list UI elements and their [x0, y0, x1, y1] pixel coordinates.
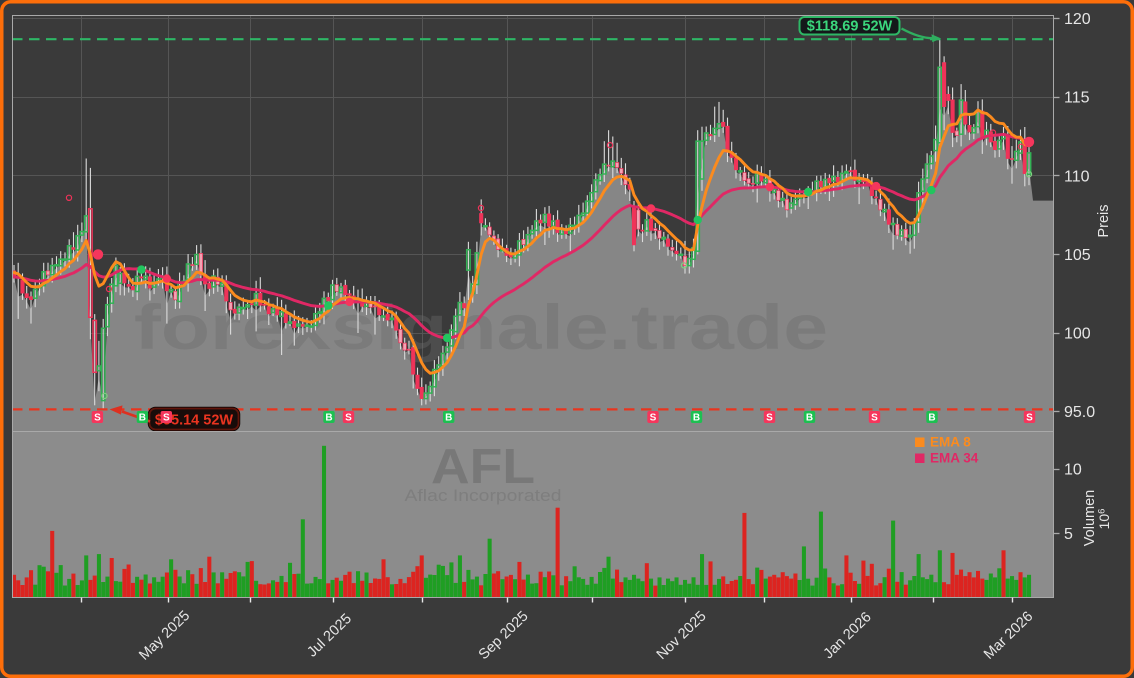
- svg-text:B: B: [928, 413, 935, 424]
- svg-text:S: S: [94, 413, 101, 424]
- svg-text:EMA 8: EMA 8: [930, 435, 971, 450]
- svg-text:Volumen: Volumen: [1082, 490, 1098, 546]
- svg-text:B: B: [325, 413, 332, 424]
- svg-text:forexsignale.trade: forexsignale.trade: [134, 293, 828, 363]
- svg-text:120: 120: [1064, 11, 1091, 28]
- svg-text:S: S: [345, 413, 352, 424]
- svg-text:10: 10: [1064, 462, 1082, 479]
- svg-text:S: S: [650, 413, 657, 424]
- svg-text:105: 105: [1064, 247, 1091, 264]
- svg-text:5: 5: [1064, 526, 1073, 543]
- svg-text:S: S: [871, 413, 878, 424]
- svg-text:EMA 34: EMA 34: [930, 451, 979, 466]
- svg-text:S: S: [766, 413, 773, 424]
- svg-text:B: B: [139, 413, 146, 424]
- svg-text:Aflac Incorporated: Aflac Incorporated: [405, 486, 562, 505]
- svg-text:S: S: [163, 413, 170, 424]
- svg-text:$95.14 52W: $95.14 52W: [155, 413, 234, 429]
- svg-text:AFL: AFL: [431, 440, 535, 494]
- svg-text:100: 100: [1064, 326, 1091, 343]
- svg-text:B: B: [693, 413, 700, 424]
- svg-text:95.0: 95.0: [1064, 404, 1095, 421]
- svg-text:110: 110: [1064, 168, 1090, 185]
- svg-text:$118.69 52W: $118.69 52W: [807, 19, 893, 35]
- svg-text:115: 115: [1064, 90, 1090, 107]
- svg-text:B: B: [445, 413, 452, 424]
- svg-text:Preis: Preis: [1096, 204, 1112, 237]
- svg-text:S: S: [1026, 413, 1033, 424]
- svg-text:B: B: [806, 413, 813, 424]
